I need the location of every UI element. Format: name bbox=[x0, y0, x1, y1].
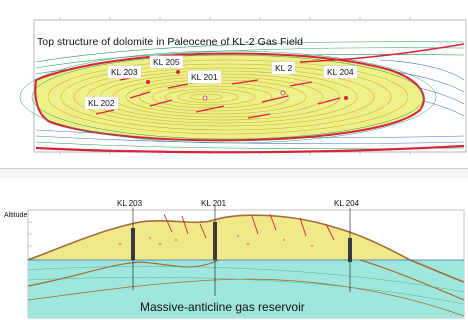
internal-faults bbox=[95, 75, 341, 119]
map-well-label-kl-201: KL 201 bbox=[188, 71, 221, 83]
water-zone bbox=[28, 260, 464, 318]
fault-south bbox=[35, 144, 465, 154]
section-faults bbox=[163, 213, 335, 241]
section-caption: Massive-anticline gas reservoir bbox=[140, 300, 305, 314]
well-marker-kl-203 bbox=[146, 80, 150, 84]
well-log-kl-203 bbox=[131, 228, 135, 260]
lower-horizon bbox=[27, 278, 465, 317]
structure-map-panel: Top structure of dolomite in Paleocene o… bbox=[0, 0, 468, 169]
fault-north bbox=[299, 43, 465, 63]
map-well-label-kl-204: KL 204 bbox=[324, 66, 357, 78]
map-top-ticks bbox=[59, 17, 411, 20]
well-marker-kl-204 bbox=[344, 96, 348, 100]
map-well-label-kl-203: KL 203 bbox=[108, 66, 141, 78]
map-title: Top structure of dolomite in Paleocene o… bbox=[37, 36, 304, 48]
water-zone-layers bbox=[27, 266, 465, 305]
section-well-label-kl-203: KL 203 bbox=[117, 199, 143, 208]
well-log-kl-204 bbox=[348, 238, 352, 262]
well-marker-kl-201 bbox=[202, 95, 208, 101]
section-well-label-kl-201: KL 201 bbox=[201, 199, 227, 208]
well-marker-kl-2 bbox=[280, 90, 286, 96]
well-log-kl-201 bbox=[213, 222, 217, 260]
section-axis-label: Altitude bbox=[4, 212, 28, 219]
well-marker-kl-205 bbox=[176, 70, 180, 74]
map-well-label-kl-2: KL 2 bbox=[272, 62, 296, 74]
map-well-label-kl-202: KL 202 bbox=[85, 97, 118, 109]
section-wells bbox=[131, 206, 352, 296]
flank-contours bbox=[19, 50, 437, 144]
section-dots bbox=[119, 235, 313, 247]
section-well-label-kl-204: KL 204 bbox=[334, 199, 360, 208]
map-well-label-kl-205: KL 205 bbox=[150, 56, 183, 68]
